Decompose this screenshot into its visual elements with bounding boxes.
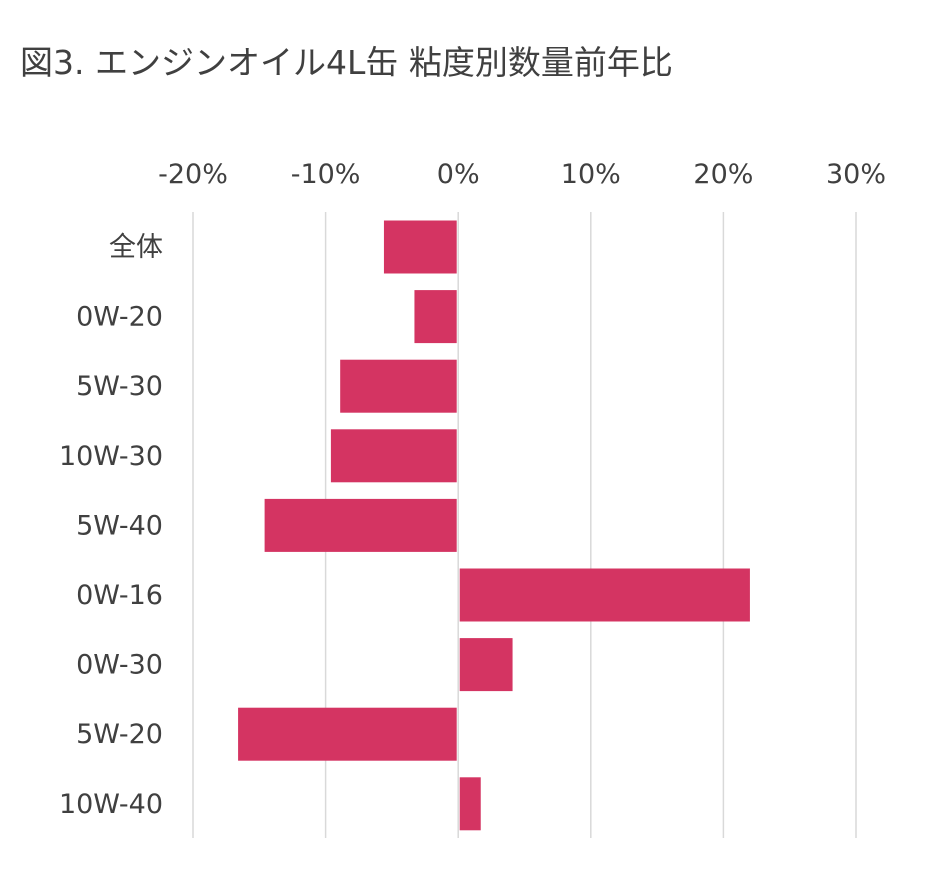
x-tick-label: 30% — [826, 159, 886, 190]
bar — [383, 220, 457, 274]
category-label: 5W-40 — [76, 510, 163, 541]
category-label: 0W-20 — [76, 302, 163, 333]
bar — [264, 498, 457, 552]
category-label: 全体 — [109, 232, 163, 263]
x-axis-tick-labels: -20% -10% 0% 10% 20% 30% — [158, 159, 886, 190]
category-label: 0W-30 — [76, 650, 163, 681]
category-label: 5W-20 — [76, 719, 163, 750]
chart-title: 図3. エンジンオイル4L缶 粘度別数量前年比 — [20, 43, 673, 82]
category-label: 0W-16 — [76, 580, 163, 611]
bar — [459, 777, 481, 831]
bar — [459, 638, 513, 692]
x-tick-label: -10% — [291, 159, 361, 190]
category-label: 10W-40 — [59, 789, 163, 820]
bar — [459, 568, 750, 622]
category-labels: 全体 0W-20 5W-30 10W-30 5W-40 0W-16 0W-30 5W-20 10… — [59, 232, 163, 820]
bar — [238, 707, 457, 761]
x-tick-label: -20% — [158, 159, 228, 190]
x-tick-label: 0% — [437, 159, 480, 190]
bar — [330, 429, 457, 483]
category-label: 5W-30 — [76, 371, 163, 402]
category-label: 10W-30 — [59, 441, 163, 472]
bar — [414, 290, 457, 344]
x-tick-label: 20% — [693, 159, 753, 190]
bar — [340, 359, 457, 413]
bars — [238, 220, 750, 831]
x-tick-label: 10% — [561, 159, 621, 190]
